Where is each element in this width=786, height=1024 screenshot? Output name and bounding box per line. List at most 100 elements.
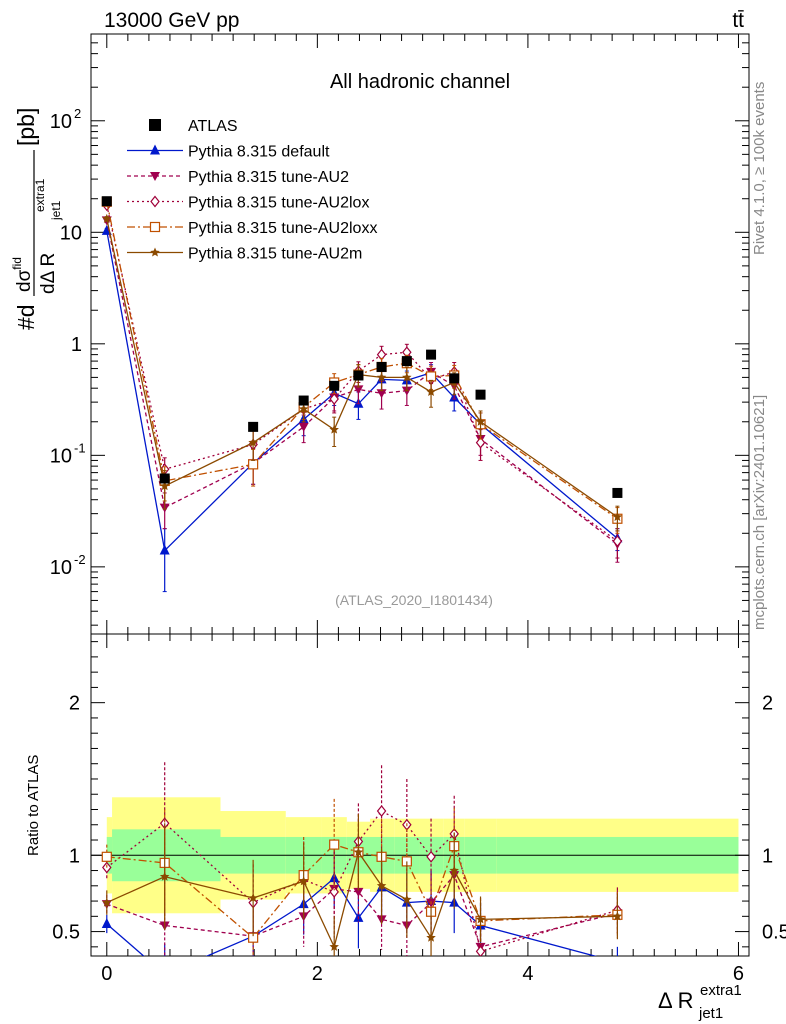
rivet-version-label: Rivet 4.1.0, ≥ 100k events bbox=[751, 81, 768, 255]
x-tick-label: 6 bbox=[733, 963, 744, 985]
ratio-tick-label: 0.5 bbox=[52, 922, 80, 944]
marker-star bbox=[159, 481, 170, 491]
x-axis-label: Δ R extra1 jet1 bbox=[658, 982, 742, 1022]
svg-text:extra1: extra1 bbox=[33, 178, 47, 212]
marker-square-filled bbox=[248, 421, 259, 432]
main-series-layer bbox=[101, 196, 623, 593]
marker-square bbox=[149, 221, 161, 233]
marker-diamond bbox=[475, 436, 486, 449]
marker-triangle-down bbox=[150, 172, 160, 181]
marker-square-filled bbox=[353, 370, 364, 381]
marker-square-filled bbox=[376, 361, 387, 372]
marker-diamond bbox=[150, 195, 160, 208]
marker-square-filled bbox=[298, 395, 309, 406]
marker-star bbox=[426, 932, 436, 942]
marker-square-filled bbox=[159, 473, 170, 484]
svg-text:[pb]: [pb] bbox=[13, 108, 39, 146]
y-tick-label: 1 bbox=[71, 334, 82, 356]
ratio-tick-label: 1 bbox=[69, 845, 80, 867]
svg-text:dσfid: dσfid bbox=[10, 257, 35, 292]
marker-star bbox=[159, 871, 170, 881]
marker-square-filled bbox=[329, 380, 340, 391]
svg-text:Δ R: Δ R bbox=[658, 988, 693, 1013]
y-axis-label: #d dσfid dΔ R jet1 extra1 [pb] bbox=[10, 108, 63, 330]
marker-triangle-up bbox=[150, 144, 160, 155]
marker-diamond bbox=[426, 850, 436, 863]
marker-diamond bbox=[329, 885, 339, 898]
marker-star bbox=[298, 404, 309, 414]
marker-triangle-down bbox=[353, 887, 364, 897]
marker-triangle-up bbox=[101, 917, 112, 928]
marker-star bbox=[329, 941, 339, 951]
ratio-line bbox=[106, 850, 618, 949]
marker-star bbox=[612, 511, 623, 522]
series-line bbox=[106, 218, 618, 518]
ratio-tick-label: 2 bbox=[69, 693, 80, 715]
ratio-line bbox=[106, 810, 618, 953]
energy-label: 13000 GeV pp bbox=[104, 9, 239, 32]
marker-star bbox=[449, 865, 459, 875]
y-tick-label: 10 bbox=[60, 222, 82, 244]
legend-label: Pythia 8.315 default bbox=[188, 144, 330, 161]
legend-label: Pythia 8.315 tune-AU2loxx bbox=[188, 220, 377, 237]
marker-star bbox=[150, 247, 160, 257]
marker-star bbox=[376, 372, 387, 382]
marker-star bbox=[102, 897, 112, 907]
ratio-tick-label-right: 0.5 bbox=[762, 922, 786, 944]
legend: ATLAS Pythia 8.315 default Pythia 8.315 tu… bbox=[127, 118, 377, 263]
marker-triangle-up bbox=[159, 544, 170, 555]
marker-square-filled bbox=[475, 389, 486, 400]
series-line bbox=[106, 220, 618, 545]
ratio-line bbox=[106, 873, 618, 948]
marker-square bbox=[329, 839, 340, 850]
marker-square-filled bbox=[101, 196, 112, 207]
x-tick-label: 2 bbox=[312, 963, 323, 985]
axis-ticks bbox=[91, 33, 749, 956]
mcplots-site-label: mcplots.cern.ch [arXiv:2401.10621] bbox=[751, 394, 768, 630]
y-tick-exponent: 2 bbox=[74, 106, 81, 121]
marker-star bbox=[102, 213, 112, 223]
marker-star bbox=[298, 876, 309, 886]
x-tick-label: 4 bbox=[522, 963, 533, 985]
marker-square bbox=[101, 851, 112, 862]
legend-label-atlas: ATLAS bbox=[188, 118, 238, 135]
marker-diamond bbox=[612, 535, 623, 548]
marker-triangle-down bbox=[353, 385, 364, 395]
marker-square-filled bbox=[612, 487, 623, 498]
marker-square-filled bbox=[149, 119, 161, 131]
marker-triangle-down bbox=[376, 389, 387, 399]
analysis-label: (ATLAS_2020_I1801434) bbox=[335, 592, 493, 608]
y-tick-exponent: -1 bbox=[74, 440, 86, 455]
marker-square-filled bbox=[449, 373, 460, 384]
legend-label: Pythia 8.315 tune-AU2m bbox=[188, 246, 362, 263]
marker-star bbox=[475, 914, 486, 924]
ratio-series-layer bbox=[101, 762, 623, 978]
svg-text:jet1: jet1 bbox=[698, 1005, 723, 1022]
y-tick-label: 10 bbox=[50, 557, 72, 579]
y-tick-label: 10 bbox=[50, 445, 72, 467]
svg-text:jet1: jet1 bbox=[49, 200, 63, 221]
x-tick-label: 0 bbox=[101, 963, 112, 985]
marker-star bbox=[475, 416, 486, 426]
marker-star bbox=[248, 437, 258, 447]
marker-star bbox=[329, 424, 339, 434]
marker-star bbox=[248, 893, 258, 903]
ratio-tick-label-right: 1 bbox=[762, 845, 773, 867]
marker-square bbox=[425, 371, 437, 382]
marker-star bbox=[426, 386, 436, 397]
series-line bbox=[106, 201, 618, 520]
marker-star bbox=[612, 911, 623, 921]
marker-triangle-up bbox=[160, 968, 170, 978]
marker-triangle-down bbox=[298, 422, 309, 432]
marker-star bbox=[353, 847, 364, 857]
ratio-panel-frame bbox=[90, 633, 750, 957]
svg-text:#d: #d bbox=[13, 304, 39, 330]
ratio-y-label: Ratio to ATLAS bbox=[25, 755, 42, 856]
marker-star bbox=[402, 894, 412, 904]
marker-square-filled bbox=[426, 349, 437, 360]
ratio-tick-label-right: 2 bbox=[762, 693, 773, 715]
y-tick-label: 10 bbox=[50, 111, 72, 133]
marker-diamond bbox=[475, 945, 486, 956]
